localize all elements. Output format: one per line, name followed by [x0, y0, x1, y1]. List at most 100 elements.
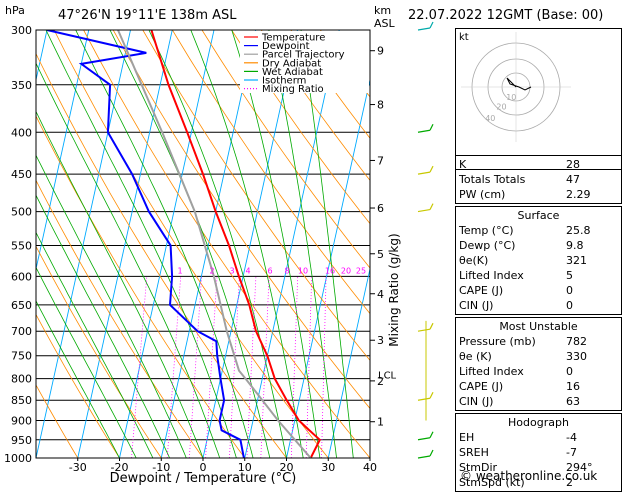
isotherm-line — [244, 30, 340, 458]
legend-entry: Mixing Ratio — [262, 84, 324, 95]
surface-value: 9.8 — [566, 239, 584, 252]
pressure-tick-label: 650 — [11, 299, 32, 312]
dry-adiabat-line — [36, 384, 79, 458]
hodograph-label: EH — [459, 431, 475, 444]
wet-adiabat-line — [45, 30, 237, 458]
series-temperature — [150, 30, 322, 458]
isotherm-line — [286, 77, 370, 458]
footer-credit: © weatheronline.co.uk — [460, 469, 598, 483]
most-unstable-value: 63 — [566, 395, 580, 408]
mixing-ratio-label: 20 — [341, 266, 351, 275]
index-value: 47 — [566, 173, 580, 186]
indices-box: K 28 Totals Totals 47 PW (cm) 2.29 — [455, 155, 622, 204]
pressure-tick-label: 1000 — [4, 452, 32, 465]
surface-value: 321 — [566, 254, 587, 267]
isotherm-line — [160, 30, 257, 458]
mixing-ratio-line — [290, 276, 299, 458]
dry-adiabat-line — [172, 30, 370, 315]
pressure-tick-label: 850 — [11, 394, 32, 407]
temperature-tick-label: -10 — [152, 461, 170, 474]
mixing-ratio-line — [131, 276, 148, 458]
hodograph-ring-label: 10 — [506, 93, 516, 102]
most-unstable-row: CIN (J) 63 — [459, 394, 618, 409]
index-label: Totals Totals — [459, 173, 526, 186]
surface-label: Dewp (°C) — [459, 239, 516, 252]
mixing-ratio-label: 16 — [325, 266, 335, 275]
index-label: K — [459, 158, 467, 171]
dry-adiabat-line — [260, 30, 370, 182]
mixing-ratio-line — [246, 276, 257, 458]
most-unstable-row: θe (K) 330 — [459, 349, 618, 364]
dry-adiabat-line — [83, 30, 370, 458]
pressure-tick-label: 550 — [11, 239, 32, 252]
hodograph-title: Hodograph — [508, 416, 569, 429]
series-dewpoint — [46, 30, 245, 458]
height-tick-label: 5 — [377, 248, 384, 261]
wind-barb — [417, 165, 434, 175]
wet-adiabat-line — [36, 231, 154, 458]
legend-entry: Dry Adiabat — [262, 58, 321, 69]
temperature-tick-label: -30 — [69, 461, 87, 474]
dry-adiabat-line — [142, 30, 370, 362]
surface-row: Dewp (°C) 9.8 — [459, 238, 618, 253]
hodograph-row: SREH -7 — [459, 445, 618, 460]
mixing-ratio-label: 4 — [245, 266, 250, 275]
surface-label: Lifted Index — [459, 269, 524, 282]
mixing-ratio-line — [166, 276, 182, 458]
temperature-tick-label: 40 — [363, 461, 377, 474]
isotherm-line — [36, 30, 131, 458]
location-title: 47°26'N 19°11'E 138m ASL — [58, 8, 237, 23]
wet-adiabat-line — [109, 30, 271, 458]
pressure-tick-label: 400 — [11, 126, 32, 139]
x-axis-label: Dewpoint / Temperature (°C) — [110, 471, 297, 486]
mixing-ratio-label: 1 — [177, 266, 182, 275]
pressure-tick-label: 700 — [11, 325, 32, 338]
most-unstable-label: CAPE (J) — [459, 380, 504, 393]
hodograph-row: StmDir 294° — [459, 460, 618, 475]
most-unstable-row: Lifted Index 0 — [459, 364, 618, 379]
wind-barb — [417, 203, 434, 213]
most-unstable-value: 0 — [566, 365, 573, 378]
wind-barb — [417, 449, 434, 459]
index-row: PW (cm) 2.29 — [459, 187, 618, 202]
km-axis-unit: km — [374, 4, 392, 17]
hodograph-value: -7 — [566, 446, 577, 459]
wind-barb — [417, 21, 434, 31]
surface-value: 5 — [566, 269, 573, 282]
mixing-ratio-line — [188, 276, 202, 458]
temperature-tick-label: 30 — [321, 461, 335, 474]
most-unstable-row: CAPE (J) 16 — [459, 379, 618, 394]
wind-barb — [417, 391, 434, 401]
dry-adiabat-line — [36, 245, 162, 458]
isotherm-line — [327, 266, 370, 458]
wet-adiabat-line — [300, 30, 354, 458]
dry-adiabat-line — [36, 115, 246, 458]
wet-adiabat-line — [36, 62, 221, 458]
isotherm-line — [369, 455, 370, 458]
pressure-tick-label: 500 — [11, 206, 32, 219]
mixing-ratio-label: 8 — [284, 266, 289, 275]
indices-panel: K 28 Totals Totals 47 PW (cm) 2.29 Surface Te… — [455, 155, 622, 494]
pressure-tick-label: 800 — [11, 373, 32, 386]
most-unstable-title: Most Unstable — [499, 320, 578, 333]
dry-adiabat-line — [36, 52, 287, 458]
dry-adiabat-line — [112, 30, 370, 410]
wet-adiabat-line — [36, 266, 137, 458]
surface-row: CAPE (J) 0 — [459, 283, 618, 298]
surface-row: CIN (J) 0 — [459, 298, 618, 313]
surface-label: Temp (°C) — [459, 224, 514, 237]
most-unstable-label: θe (K) — [459, 350, 492, 363]
mixing-ratio-line — [321, 276, 327, 458]
lcl-label: LCL — [378, 371, 397, 382]
height-tick-label: 7 — [377, 154, 384, 167]
most-unstable-label: CIN (J) — [459, 395, 494, 408]
wet-adiabat-line — [36, 110, 204, 458]
pressure-tick-label: 300 — [11, 24, 32, 37]
wet-adiabat-line — [36, 300, 120, 458]
wet-adiabat-line — [268, 30, 337, 458]
wet-adiabat-line — [231, 30, 321, 458]
dry-adiabat-line — [201, 30, 370, 269]
mixing-ratio-line — [229, 276, 240, 458]
